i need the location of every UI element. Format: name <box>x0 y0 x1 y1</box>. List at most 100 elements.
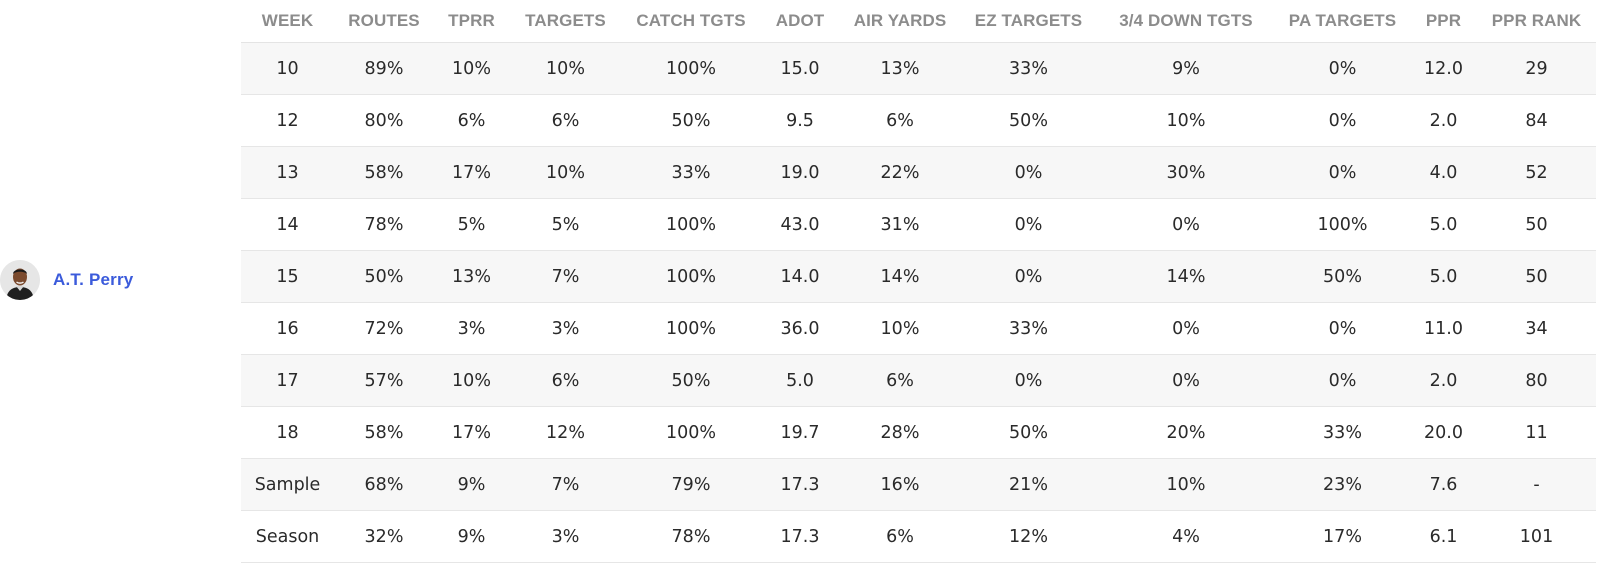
cell-tprr: 9% <box>434 510 509 563</box>
cell-targets: 6% <box>509 354 622 407</box>
cell-ez-targets: 33% <box>960 302 1097 355</box>
cell-adot: 17.3 <box>760 458 840 511</box>
cell-3-4-down-tgts: 0% <box>1097 302 1275 355</box>
cell-ppr: 2.0 <box>1410 354 1477 407</box>
cell-ppr: 5.0 <box>1410 198 1477 251</box>
cell-week: 16 <box>241 302 334 355</box>
player-name-link[interactable]: A.T. Perry <box>53 270 134 289</box>
cell-ppr: 4.0 <box>1410 146 1477 199</box>
cell-catch-tgts: 33% <box>622 146 760 199</box>
cell-ppr-rank: - <box>1477 458 1596 511</box>
column-header-pa-targets[interactable]: PA TARGETS <box>1275 0 1410 43</box>
cell-catch-tgts: 100% <box>622 302 760 355</box>
cell-ppr: 12.0 <box>1410 42 1477 95</box>
cell-ppr: 2.0 <box>1410 94 1477 147</box>
cell-targets: 7% <box>509 458 622 511</box>
cell-pa-targets: 0% <box>1275 94 1410 147</box>
column-header-air-yards[interactable]: AIR YARDS <box>840 0 960 43</box>
cell-tprr: 6% <box>434 94 509 147</box>
cell-routes: 89% <box>334 42 434 95</box>
cell-targets: 12% <box>509 406 622 459</box>
cell-air-yards: 10% <box>840 302 960 355</box>
cell-air-yards: 6% <box>840 94 960 147</box>
cell-targets: 3% <box>509 302 622 355</box>
cell-ez-targets: 0% <box>960 354 1097 407</box>
cell-catch-tgts: 79% <box>622 458 760 511</box>
cell-routes: 72% <box>334 302 434 355</box>
column-header-tprr[interactable]: TPRR <box>434 0 509 43</box>
cell-catch-tgts: 100% <box>622 42 760 95</box>
cell-adot: 19.7 <box>760 406 840 459</box>
cell-air-yards: 28% <box>840 406 960 459</box>
cell-3-4-down-tgts: 14% <box>1097 250 1275 303</box>
cell-catch-tgts: 50% <box>622 354 760 407</box>
cell-3-4-down-tgts: 9% <box>1097 42 1275 95</box>
cell-adot: 5.0 <box>760 354 840 407</box>
table-row: 17 57% 10% 6% 50% 5.0 6% 0% 0% 0% 2.0 80 <box>241 354 1596 407</box>
column-header-catch-tgts[interactable]: CATCH TGTS <box>622 0 760 43</box>
cell-targets: 10% <box>509 146 622 199</box>
cell-3-4-down-tgts: 0% <box>1097 354 1275 407</box>
cell-tprr: 17% <box>434 406 509 459</box>
cell-routes: 58% <box>334 406 434 459</box>
cell-pa-targets: 0% <box>1275 354 1410 407</box>
cell-air-yards: 6% <box>840 510 960 563</box>
column-header-3-4-down-tgts[interactable]: 3/4 DOWN TGTS <box>1097 0 1275 43</box>
cell-3-4-down-tgts: 4% <box>1097 510 1275 563</box>
cell-week: 12 <box>241 94 334 147</box>
cell-pa-targets: 0% <box>1275 146 1410 199</box>
cell-adot: 14.0 <box>760 250 840 303</box>
cell-air-yards: 22% <box>840 146 960 199</box>
column-header-ez-targets[interactable]: EZ TARGETS <box>960 0 1097 43</box>
cell-targets: 3% <box>509 510 622 563</box>
column-header-adot[interactable]: ADOT <box>760 0 840 43</box>
cell-air-yards: 16% <box>840 458 960 511</box>
cell-pa-targets: 100% <box>1275 198 1410 251</box>
cell-tprr: 3% <box>434 302 509 355</box>
cell-routes: 80% <box>334 94 434 147</box>
cell-pa-targets: 0% <box>1275 302 1410 355</box>
cell-pa-targets: 33% <box>1275 406 1410 459</box>
cell-ez-targets: 0% <box>960 250 1097 303</box>
column-header-ppr[interactable]: PPR <box>1410 0 1477 43</box>
cell-ppr: 7.6 <box>1410 458 1477 511</box>
table-header-row: WEEK ROUTES TPRR TARGETS CATCH TGTS ADOT… <box>241 0 1596 43</box>
weekly-stats-table: WEEK ROUTES TPRR TARGETS CATCH TGTS ADOT… <box>241 0 1596 563</box>
cell-ez-targets: 21% <box>960 458 1097 511</box>
cell-ez-targets: 33% <box>960 42 1097 95</box>
cell-pa-targets: 23% <box>1275 458 1410 511</box>
cell-ppr-rank: 50 <box>1477 250 1596 303</box>
cell-air-yards: 6% <box>840 354 960 407</box>
cell-air-yards: 13% <box>840 42 960 95</box>
cell-air-yards: 14% <box>840 250 960 303</box>
table-row: 10 89% 10% 10% 100% 15.0 13% 33% 9% 0% 1… <box>241 42 1596 95</box>
cell-targets: 10% <box>509 42 622 95</box>
cell-ppr-rank: 50 <box>1477 198 1596 251</box>
cell-week: Sample <box>241 458 334 511</box>
cell-3-4-down-tgts: 30% <box>1097 146 1275 199</box>
cell-pa-targets: 17% <box>1275 510 1410 563</box>
cell-3-4-down-tgts: 10% <box>1097 458 1275 511</box>
cell-week: 15 <box>241 250 334 303</box>
cell-pa-targets: 50% <box>1275 250 1410 303</box>
cell-week: 13 <box>241 146 334 199</box>
column-header-routes[interactable]: ROUTES <box>334 0 434 43</box>
cell-tprr: 17% <box>434 146 509 199</box>
cell-targets: 6% <box>509 94 622 147</box>
cell-routes: 50% <box>334 250 434 303</box>
column-header-targets[interactable]: TARGETS <box>509 0 622 43</box>
cell-ppr: 6.1 <box>1410 510 1477 563</box>
table-row: 18 58% 17% 12% 100% 19.7 28% 50% 20% 33%… <box>241 406 1596 459</box>
cell-routes: 32% <box>334 510 434 563</box>
table-row: 16 72% 3% 3% 100% 36.0 10% 33% 0% 0% 11.… <box>241 302 1596 355</box>
cell-targets: 5% <box>509 198 622 251</box>
cell-catch-tgts: 100% <box>622 198 760 251</box>
cell-routes: 58% <box>334 146 434 199</box>
column-header-ppr-rank[interactable]: PPR RANK <box>1477 0 1596 43</box>
cell-ez-targets: 50% <box>960 94 1097 147</box>
table-row: 14 78% 5% 5% 100% 43.0 31% 0% 0% 100% 5.… <box>241 198 1596 251</box>
cell-3-4-down-tgts: 0% <box>1097 198 1275 251</box>
column-header-week[interactable]: WEEK <box>241 0 334 43</box>
cell-pa-targets: 0% <box>1275 42 1410 95</box>
cell-tprr: 5% <box>434 198 509 251</box>
